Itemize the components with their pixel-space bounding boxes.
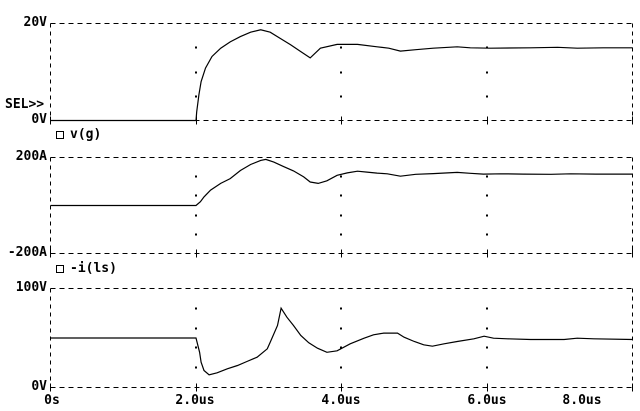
plot3-canvas[interactable] (50, 288, 634, 393)
plot2-canvas[interactable] (50, 157, 634, 259)
x-tick-label-1: 2.0us (175, 393, 215, 408)
plot2-legend-label: -i(ls) (70, 261, 117, 276)
plot1-legend[interactable]: v(g) (56, 128, 101, 142)
plot1-ymin-label: 0V (31, 112, 47, 127)
plot1-canvas[interactable] (50, 23, 634, 126)
plot1-ymax-label: 20V (23, 15, 47, 30)
plot2-ymin-label: -200A (7, 245, 47, 260)
plot3-ymin-label: 0V (31, 379, 47, 394)
plot2-ymax-label: 200A (15, 149, 47, 164)
trace-marker-square-icon (56, 131, 64, 139)
x-tick-label-3: 6.0us (467, 393, 507, 408)
trace-marker-square-icon (56, 265, 64, 273)
x-tick-label-0: 0s (44, 393, 60, 408)
plot1-legend-label: v(g) (70, 127, 102, 142)
sel-indicator: SEL>> (5, 97, 45, 112)
plot2-legend[interactable]: -i(ls) (56, 262, 117, 276)
x-tick-label-4: 8.0us (562, 393, 602, 408)
plot3-ymax-label: 100V (15, 280, 47, 295)
x-tick-label-2: 4.0us (321, 393, 361, 408)
